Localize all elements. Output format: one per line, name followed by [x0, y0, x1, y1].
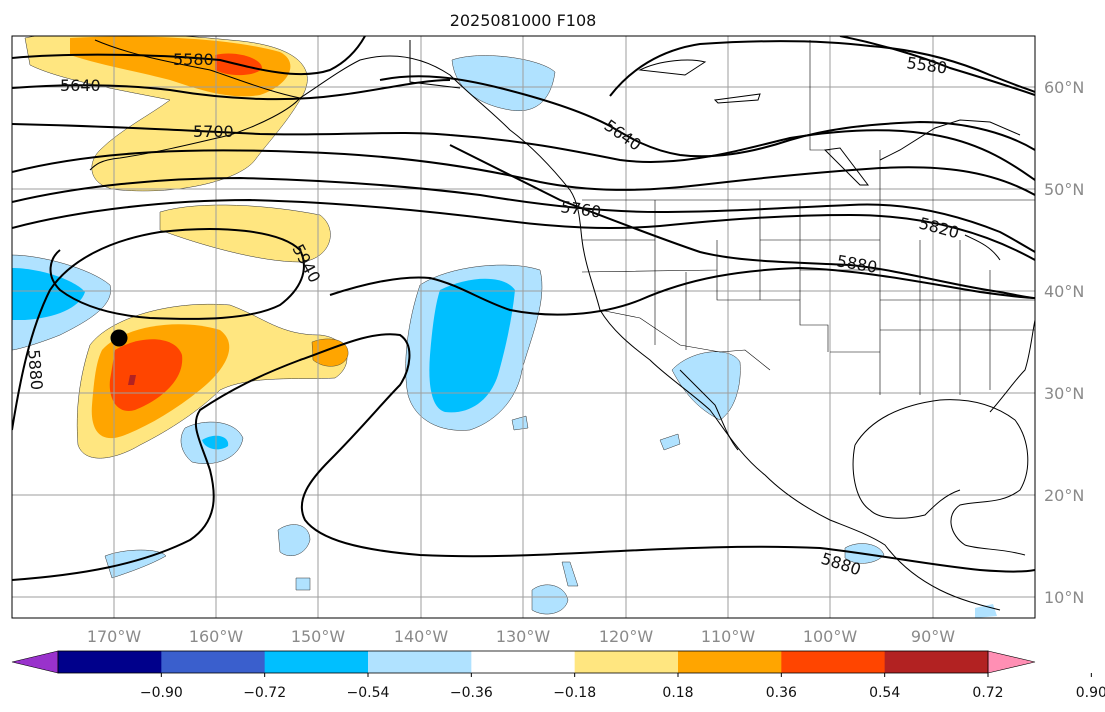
colorbar-tick-label: −0.18 [553, 685, 596, 701]
lon-label: 140°W [394, 627, 449, 646]
lat-label: 20°N [1044, 486, 1084, 505]
lon-label: 160°W [189, 627, 244, 646]
lon-label: 90°W [911, 627, 955, 646]
map-title: 2025081000 F108 [450, 11, 597, 30]
colorbar-frame [57, 650, 989, 674]
political-borders [581, 40, 1035, 395]
colorbar-tick-label: −0.72 [243, 685, 286, 701]
lat-label: 30°N [1044, 384, 1084, 403]
lon-label: 130°W [496, 627, 551, 646]
colorbar-segment [368, 651, 472, 673]
positive-anomaly-shading [24, 36, 349, 459]
colorbar-segment [884, 651, 989, 673]
contour-label: 5640 [60, 76, 101, 95]
colorbar-tick-label: 0.54 [869, 685, 900, 701]
colorbar-tick-label: 0.18 [662, 685, 693, 701]
colorbar-segment [678, 651, 782, 673]
contour-label: 5700 [193, 122, 234, 141]
colorbar-tick-label: −0.36 [450, 685, 493, 701]
colorbar-extend-max [987, 650, 1036, 674]
lon-label: 110°W [701, 627, 756, 646]
colorbar-tick-label: −0.54 [347, 685, 390, 701]
height-contours [12, 36, 1035, 581]
colorbar-segment [264, 651, 369, 673]
coastlines [89, 39, 1035, 611]
colorbar-segment [58, 651, 162, 673]
lon-label: 100°W [803, 627, 858, 646]
colorbar-tick-label: 0.36 [766, 685, 797, 701]
colorbar: −0.90 −0.72 −0.54 −0.36 −0.18 0.18 0.36 0.54 0.7… [11, 650, 1105, 701]
location-marker [110, 329, 128, 347]
colorbar-extend-min [11, 650, 59, 674]
lat-label: 10°N [1044, 588, 1084, 607]
lat-label: 40°N [1044, 282, 1084, 301]
longitude-labels: 170°W 160°W 150°W 140°W 130°W 120°W 110°… [87, 627, 955, 646]
graticule [12, 36, 1035, 618]
colorbar-segment [781, 651, 886, 673]
map-frame [11, 35, 1036, 619]
colorbar-segment [471, 651, 576, 673]
latitude-labels: 60°N 50°N 40°N 30°N 20°N 10°N [1044, 78, 1084, 607]
contour-label: 5880 [24, 349, 46, 391]
lon-label: 120°W [599, 627, 654, 646]
colorbar-segment [574, 651, 679, 673]
lat-label: 50°N [1044, 180, 1084, 199]
map-panel: 5580 5640 5700 5940 5880 5580 5640 5760 … [11, 35, 1036, 619]
colorbar-segment [161, 651, 266, 673]
lon-label: 150°W [291, 627, 346, 646]
contour-label: 5580 [173, 50, 214, 69]
lat-label: 60°N [1044, 78, 1084, 97]
colorbar-tick-label: −0.90 [140, 685, 183, 701]
lon-label: 170°W [87, 627, 142, 646]
colorbar-tick-label: 0.72 [972, 685, 1003, 701]
colorbar-tick-label: 0.90 [1076, 685, 1105, 701]
